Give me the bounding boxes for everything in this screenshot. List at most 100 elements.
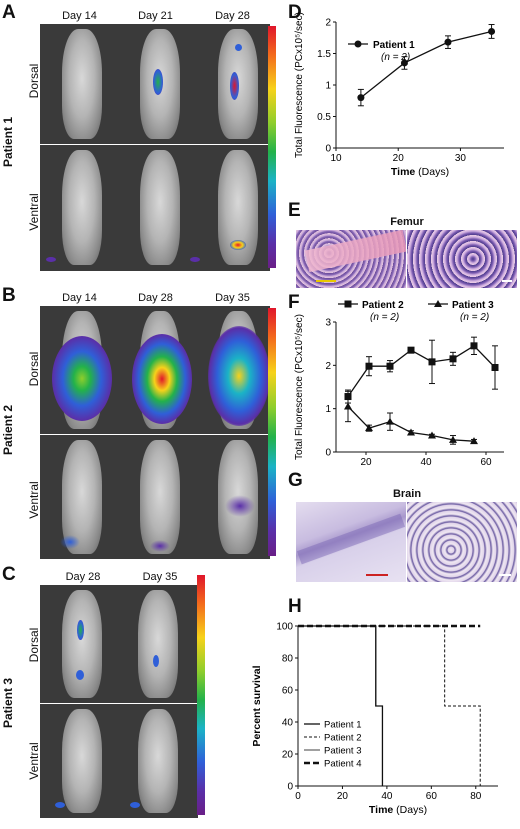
chart-d-point [400, 59, 408, 67]
chart-h-y-tick-label: 60 [282, 686, 294, 697]
panel-a-day-2: Day 21 [138, 10, 173, 22]
panel-b-ventral-image [40, 435, 270, 559]
panel-letter-h: H [288, 596, 302, 617]
panel-b-patient-label: Patient 2 [1, 405, 15, 456]
chart-f: 20 40 60 0 1 2 3 Total Fluorescence (PCx10⁵/sec… [294, 300, 504, 466]
chart-d-y-tick-label: 0 [325, 144, 331, 155]
panel-b-day-3: Day 35 [215, 292, 250, 304]
chart-d-y-tick-label: 0.5 [317, 112, 331, 123]
chart-h-y-axis-label: Percent survival [251, 665, 263, 746]
chart-d-x-tick-label: 10 [330, 153, 342, 164]
chart-d-series-line [360, 30, 492, 99]
chart-f-x-tick-label: 20 [360, 457, 372, 466]
chart-d-x-axis-label: Time (Days) [391, 166, 449, 178]
chart-d-y-tick-label: 1.5 [317, 49, 331, 60]
panel-letter-b: B [2, 285, 16, 306]
panel-letter-d: D [288, 2, 302, 23]
femur-title: Femur [390, 216, 424, 228]
panel-b-dorsal-label: Dorsal [27, 351, 41, 387]
chart-f-series-2-point [344, 402, 352, 410]
brain-histology-low [296, 502, 406, 582]
chart-d-x-axis-label-main: Time [391, 166, 418, 178]
panel-letter-g: G [288, 470, 303, 491]
chart-h-x-tick-label: 40 [381, 791, 393, 802]
panel-b-day-1: Day 14 [62, 292, 97, 304]
chart-d-y-tick-label: 2 [325, 18, 331, 29]
chart-f-legend-label-1: Patient 2 [362, 300, 404, 311]
chart-d-point [488, 27, 496, 35]
panel-c-dorsal-image [40, 585, 198, 703]
panel-c-day-1: Day 28 [65, 571, 101, 583]
panel-c-colorbar [197, 575, 205, 815]
chart-f-series-2-point [386, 417, 394, 425]
panel-a-dorsal-image [40, 24, 270, 144]
panel-c-ventral-image [40, 704, 198, 818]
chart-f-series-1-point [470, 342, 478, 350]
chart-d-legend-n: (n = 2) [381, 52, 410, 63]
panel-letter-a: A [2, 2, 16, 23]
chart-h-x-axis-label-main: Time [369, 804, 396, 816]
chart-f-x-tick-label: 40 [420, 457, 432, 466]
panel-a-dorsal-label: Dorsal [27, 63, 41, 99]
chart-d-point [357, 94, 365, 102]
chart-f-legend-marker-1 [344, 300, 352, 308]
panel-a-ventral-label: Ventral [27, 193, 41, 231]
chart-f-y-axis-label: Total Fluorescence (PCx10⁵/sec) [294, 314, 305, 460]
panel-a-day-3: Day 28 [215, 10, 250, 22]
chart-h-y-tick-label: 40 [282, 718, 294, 729]
chart-f-y-tick-label: 2 [325, 361, 331, 372]
chart-f-y-tick-label: 1 [325, 404, 331, 415]
chart-h-legend-label-3: Patient 3 [324, 746, 362, 757]
panel-letter-c: C [2, 564, 16, 585]
chart-f-y-tick-label: 3 [325, 318, 331, 329]
panel-c-ventral-label: Ventral [27, 742, 41, 780]
chart-h-series-3-line [298, 625, 383, 786]
chart-f-series-1-point [491, 364, 499, 371]
panel-letter-e: E [288, 200, 301, 221]
chart-h-y-tick-label: 0 [287, 782, 293, 793]
chart-d-x-tick-label: 30 [455, 153, 467, 164]
panel-b-ventral-label: Ventral [27, 481, 41, 519]
chart-f-legend-n-1: (n = 2) [370, 312, 399, 323]
chart-h-x-tick-label: 0 [295, 791, 301, 802]
chart-f-series-2-point [365, 424, 373, 432]
panel-a-colorbar [268, 26, 276, 268]
brain-title: Brain [392, 488, 422, 500]
chart-h-x-tick-label: 80 [470, 791, 482, 802]
chart-d-point [444, 38, 452, 46]
chart-h-y-tick-label: 100 [276, 622, 293, 633]
panel-c-dorsal-label: Dorsal [27, 627, 41, 663]
chart-d-legend-label: Patient 1 [373, 40, 415, 51]
chart-f-series-1-point [407, 346, 415, 354]
chart-f-series-2-point [470, 437, 478, 445]
chart-f-legend-n-2: (n = 2) [460, 312, 489, 323]
chart-h-x-tick-label: 20 [337, 791, 349, 802]
chart-h-series-2-line [298, 625, 481, 786]
chart-h-x-tick-label: 60 [426, 791, 438, 802]
femur-histology-low [296, 230, 406, 288]
chart-f-series-2-point [428, 431, 436, 439]
panel-letter-f: F [288, 292, 300, 313]
chart-f-series-1-point [386, 362, 394, 370]
chart-d-x-axis-label-unit: (Days) [418, 166, 449, 178]
chart-f-x-tick-label: 60 [480, 457, 492, 466]
chart-h-legend-label-2: Patient 2 [324, 733, 362, 744]
brain-histology-high [407, 502, 517, 582]
chart-h-x-axis-label-unit: (Days) [396, 804, 427, 816]
panel-b-dorsal-image [40, 306, 270, 434]
chart-d-y-axis-label: Total Fluorescence (PCx10⁵/sec) [294, 12, 305, 158]
chart-f-legend-marker-2 [434, 300, 442, 307]
chart-f-series-1-point [428, 358, 436, 366]
chart-f-series-2-point [407, 428, 415, 436]
chart-h-legend-label-1: Patient 1 [324, 720, 362, 731]
chart-h-y-tick-label: 20 [282, 750, 294, 761]
chart-f-series-2-point [449, 435, 457, 443]
chart-d-x-tick-label: 20 [393, 153, 405, 164]
chart-h: 0 20 40 60 80 0 20 40 60 80 100 Percent survival Tim… [251, 622, 498, 816]
panel-a-ventral-image [40, 145, 270, 271]
chart-h-y-tick-label: 80 [282, 654, 294, 665]
panel-c-day-2: Day 35 [142, 571, 178, 583]
chart-d: 10 20 30 0 0.5 1 1.5 2 Total Fluorescence (PCx10… [294, 12, 504, 178]
chart-f-y-tick-label: 0 [325, 448, 331, 459]
chart-h-legend-label-4: Patient 4 [324, 759, 362, 770]
